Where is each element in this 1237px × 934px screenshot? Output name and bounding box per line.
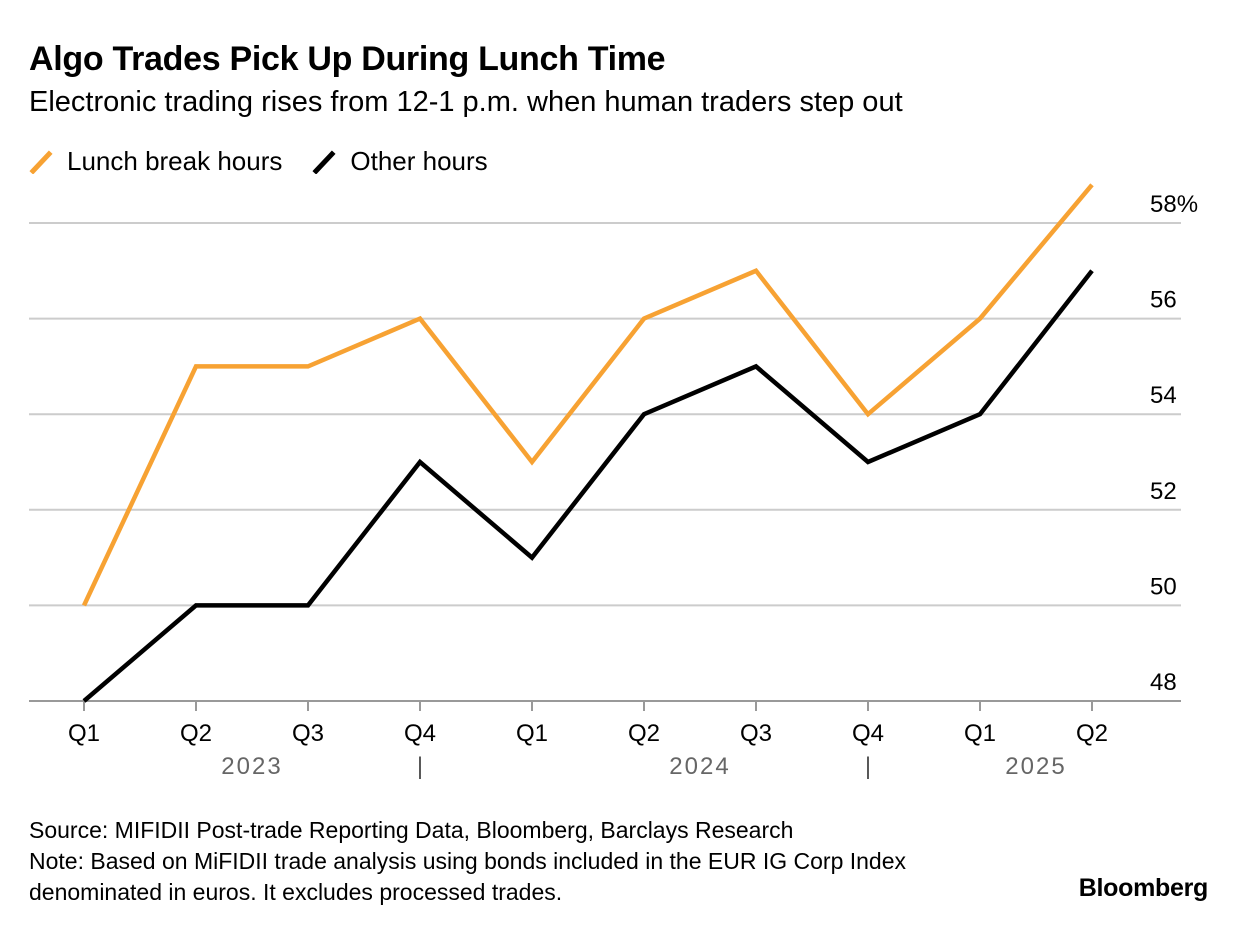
x-tick-label: Q3 xyxy=(292,720,324,747)
x-tick-label: Q1 xyxy=(516,720,548,747)
y-tick-label: 54 xyxy=(1150,382,1177,409)
legend-swatch-other xyxy=(312,149,336,174)
year-separator: | xyxy=(865,753,871,780)
note-text-line2: denominated in euros. It excludes proces… xyxy=(29,879,563,905)
year-label: 2025 xyxy=(1005,753,1066,780)
x-tick-label: Q2 xyxy=(180,720,212,747)
chart-subtitle: Electronic trading rises from 12-1 p.m. … xyxy=(29,86,903,118)
year-label: 2023 xyxy=(221,753,282,780)
legend-swatch-lunch xyxy=(29,149,53,174)
x-tick-label: Q3 xyxy=(740,720,772,747)
series-line-lunch xyxy=(81,183,1094,607)
x-tick-label: Q1 xyxy=(68,720,100,747)
legend-item-lunch: Lunch break hours xyxy=(29,146,282,177)
legend-label-lunch: Lunch break hours xyxy=(67,146,283,176)
year-separator: | xyxy=(417,753,423,780)
legend: Lunch break hours Other hours xyxy=(29,146,518,177)
bloomberg-logo: Bloomberg xyxy=(1078,874,1209,902)
y-tick-label: 48 xyxy=(1150,669,1177,696)
series-line-other xyxy=(82,269,1094,703)
legend-item-other: Other hours xyxy=(312,146,488,177)
y-tick-label: 50 xyxy=(1150,573,1177,600)
y-tick-label: 52 xyxy=(1150,478,1177,505)
x-tick-label: Q4 xyxy=(404,720,436,747)
x-tick-label: Q4 xyxy=(852,720,884,747)
x-tick-label: Q2 xyxy=(1076,720,1108,747)
legend-label-other: Other hours xyxy=(350,146,488,176)
source-text: Source: MIFIDII Post-trade Reporting Dat… xyxy=(29,817,794,843)
x-tick-label: Q2 xyxy=(628,720,660,747)
year-label: 2024 xyxy=(669,753,730,780)
chart-title: Algo Trades Pick Up During Lunch Time xyxy=(29,40,666,78)
y-tick-label: 56 xyxy=(1150,287,1177,314)
x-tick-label: Q1 xyxy=(964,720,996,747)
y-tick-label: 58% xyxy=(1150,191,1198,218)
note-text-line1: Note: Based on MiFIDII trade analysis us… xyxy=(29,848,907,874)
footer: Source: MIFIDII Post-trade Reporting Dat… xyxy=(29,815,906,908)
